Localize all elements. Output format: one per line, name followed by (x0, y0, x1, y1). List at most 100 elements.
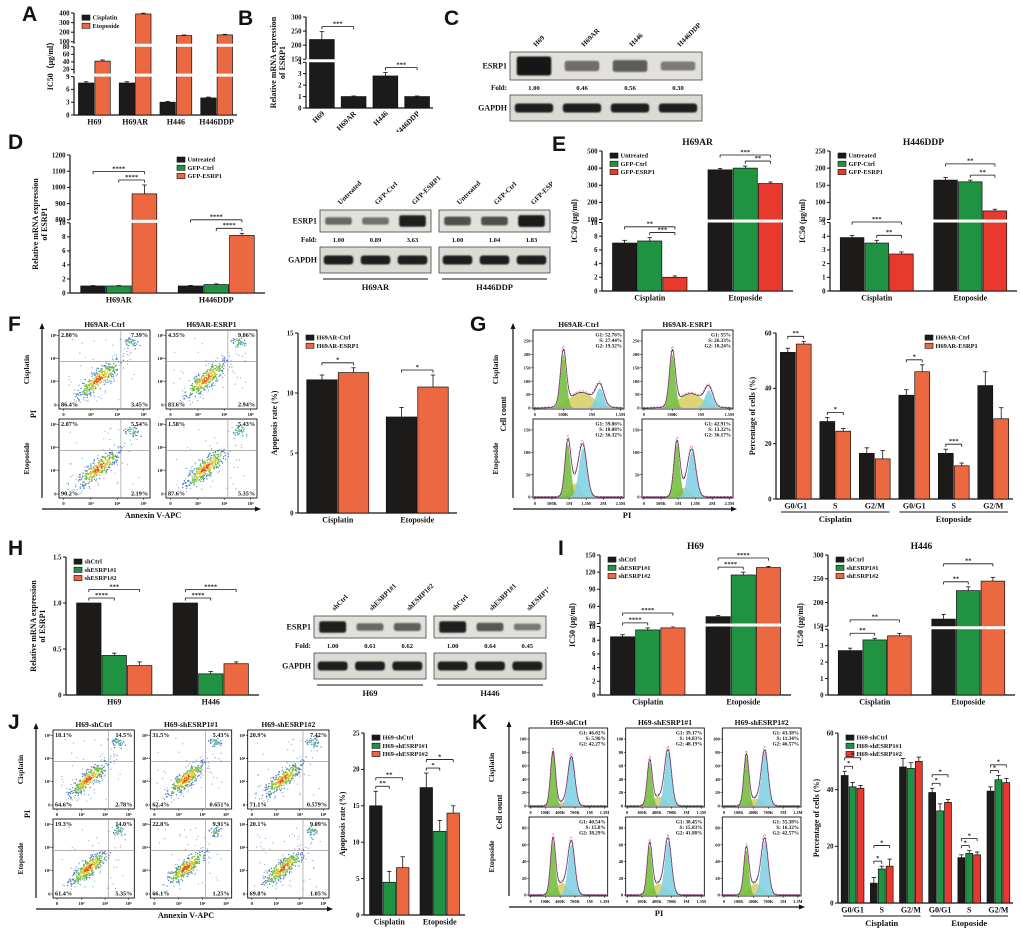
svg-text:Relative mRNA expression: Relative mRNA expression (269, 16, 278, 108)
svg-text:IC50 (μg/ml): IC50 (μg/ml) (796, 603, 805, 647)
svg-text:1.5M: 1.5M (725, 412, 734, 417)
svg-text:500K: 500K (547, 501, 557, 506)
svg-text:GAPDH: GAPDH (282, 662, 312, 671)
svg-text:G1: 39.86%: G1: 39.86% (595, 422, 622, 428)
svg-text:0: 0 (169, 412, 172, 417)
svg-text:1200: 1200 (52, 152, 66, 159)
panel-h-western-blot: shCtrl 1.00 shESRP1#1 0.61 shESRP1#2 0.62 H69 s… (268, 560, 548, 710)
svg-text:10⁴: 10⁴ (45, 845, 52, 850)
svg-text:2M: 2M (709, 501, 715, 506)
svg-text:H446: H446 (628, 31, 645, 48)
svg-text:G2: 36.32%: G2: 36.32% (595, 433, 622, 439)
panel-e: E 0 2 4 6 8 10 100 200 300 400 500 Cisplatin Etoposi… (552, 132, 1020, 308)
svg-text:200: 200 (59, 30, 70, 37)
svg-text:G1: 42.91%: G1: 42.91% (704, 422, 731, 428)
scatter-points (175, 424, 248, 493)
svg-text:H446: H446 (167, 118, 185, 127)
svg-text:S: 13.32%: S: 13.32% (708, 427, 731, 433)
svg-text:1.00: 1.00 (452, 237, 464, 244)
svg-text:64.6%: 64.6% (55, 802, 72, 809)
svg-text:10⁴: 10⁴ (102, 812, 109, 817)
svg-text:1M: 1M (589, 412, 595, 417)
svg-text:1100: 1100 (52, 169, 66, 176)
svg-text:61.4%: 61.4% (55, 891, 72, 898)
svg-text:**: ** (859, 627, 866, 634)
svg-text:GFP-Ctrl: GFP-Ctrl (492, 180, 518, 206)
panel-j: J H69-shCtrl 18.1% 14.5% 64.6% 2.78% 0 0 10² 10²… (6, 712, 468, 934)
svg-text:10⁶: 10⁶ (51, 422, 58, 427)
svg-text:22.8%: 22.8% (152, 821, 169, 828)
svg-text:2.78%: 2.78% (115, 802, 132, 809)
svg-text:0: 0 (528, 495, 531, 500)
svg-text:0.651%: 0.651% (210, 802, 230, 809)
svg-text:0.5: 0.5 (53, 646, 62, 653)
svg-text:****: **** (95, 592, 108, 599)
svg-text:10: 10 (287, 390, 294, 397)
svg-text:H69AR: H69AR (362, 282, 390, 292)
svg-text:100: 100 (633, 450, 641, 455)
svg-text:8: 8 (62, 234, 66, 241)
svg-text:0.30: 0.30 (672, 85, 684, 92)
svg-text:10⁶: 10⁶ (141, 412, 148, 417)
svg-text:S: 27.44%: S: 27.44% (599, 338, 622, 344)
svg-text:Untreated: Untreated (455, 179, 482, 206)
svg-text:1M: 1M (675, 501, 681, 506)
svg-text:1.5M: 1.5M (690, 501, 699, 506)
svg-text:****: **** (724, 561, 737, 568)
svg-text:1.5M: 1.5M (581, 501, 590, 506)
svg-text:IC50 (μg/ml): IC50 (μg/ml) (568, 603, 577, 647)
svg-text:19.3%: 19.3% (55, 821, 72, 828)
svg-text:3.45%: 3.45% (131, 402, 148, 409)
svg-text:6: 6 (592, 651, 596, 658)
panel-f: F H69AR-Ctrl 2.80% 7.39% 86.4% 3.45% 0 0 10² 10²… (6, 314, 461, 534)
svg-text:Untreated: Untreated (188, 157, 216, 164)
svg-text:Etoposide: Etoposide (16, 842, 25, 875)
svg-text:10⁶: 10⁶ (320, 812, 327, 817)
panel-j-flow-plots: H69-shCtrl 18.1% 14.5% 64.6% 2.78% 0 0 10² 10² 10… (16, 718, 334, 932)
svg-text:shESRP1#2: shESRP1#2 (619, 573, 651, 580)
svg-text:Cell count: Cell count (499, 396, 508, 431)
panel-a-ic50-chart: 0 3 6 9 20 40 60 80 100 200 300 400 H69 H69AR H446 H446… (44, 6, 240, 128)
svg-text:80: 80 (63, 44, 70, 51)
svg-text:10⁴: 10⁴ (158, 445, 165, 450)
svg-text:Cisplatin: Cisplatin (322, 516, 354, 525)
svg-text:100: 100 (815, 200, 826, 207)
svg-text:18.1%: 18.1% (55, 732, 72, 739)
svg-text:120: 120 (585, 569, 596, 576)
svg-text:**: ** (953, 576, 960, 583)
svg-text:90: 90 (589, 587, 596, 594)
western-blot: shCtrl 1.00 shESRP1#1 0.61 shESRP1#2 0.62 H69 s… (282, 582, 548, 698)
svg-text:G2: 19.32%: G2: 19.32% (595, 344, 622, 350)
svg-text:4: 4 (820, 627, 824, 634)
svg-text:Cisplatin: Cisplatin (93, 15, 118, 22)
scatter-points (253, 824, 321, 890)
svg-text:****: **** (125, 174, 138, 181)
svg-text:10⁶: 10⁶ (248, 412, 255, 417)
svg-text:S: 26.33%: S: 26.33% (708, 338, 731, 344)
bar-chart-H: 0 0.5 1.0 1.5 H69 H446 Relative mRNA expressio… (29, 554, 259, 707)
svg-text:Untreated: Untreated (336, 179, 363, 206)
svg-text:G1: 52.76%: G1: 52.76% (595, 333, 622, 339)
svg-text:GAPDH: GAPDH (288, 256, 318, 265)
svg-text:10⁴: 10⁴ (199, 812, 206, 817)
panel-h-label: H (8, 537, 24, 560)
svg-text:H446DDP: H446DDP (392, 109, 422, 132)
svg-text:10⁶: 10⁶ (126, 812, 133, 817)
svg-text:50: 50 (526, 392, 531, 397)
svg-text:shESRP1#2: shESRP1#2 (525, 582, 548, 613)
panel-d-mrna-chart: 0 2 4 6 8 10 800 900 1000 1100 1200 H69AR H446DDP Rel… (30, 148, 268, 306)
svg-text:10²: 10² (142, 779, 149, 784)
svg-text:10⁶: 10⁶ (141, 501, 148, 506)
svg-text:1.0: 1.0 (53, 600, 62, 607)
panel-a-label: A (22, 3, 38, 26)
svg-text:10⁴: 10⁴ (199, 901, 206, 906)
svg-text:H69AR-Ctrl: H69AR-Ctrl (317, 335, 351, 342)
svg-text:IC50 (μg/ml): IC50 (μg/ml) (570, 199, 579, 243)
panel-d: D 0 2 4 6 8 10 800 900 1000 1100 1200 H69AR H446DDP R… (6, 132, 552, 310)
svg-text:Etoposide: Etoposide (951, 698, 985, 707)
svg-text:10: 10 (591, 220, 598, 227)
svg-text:10²: 10² (176, 812, 183, 817)
svg-text:200: 200 (587, 200, 598, 207)
